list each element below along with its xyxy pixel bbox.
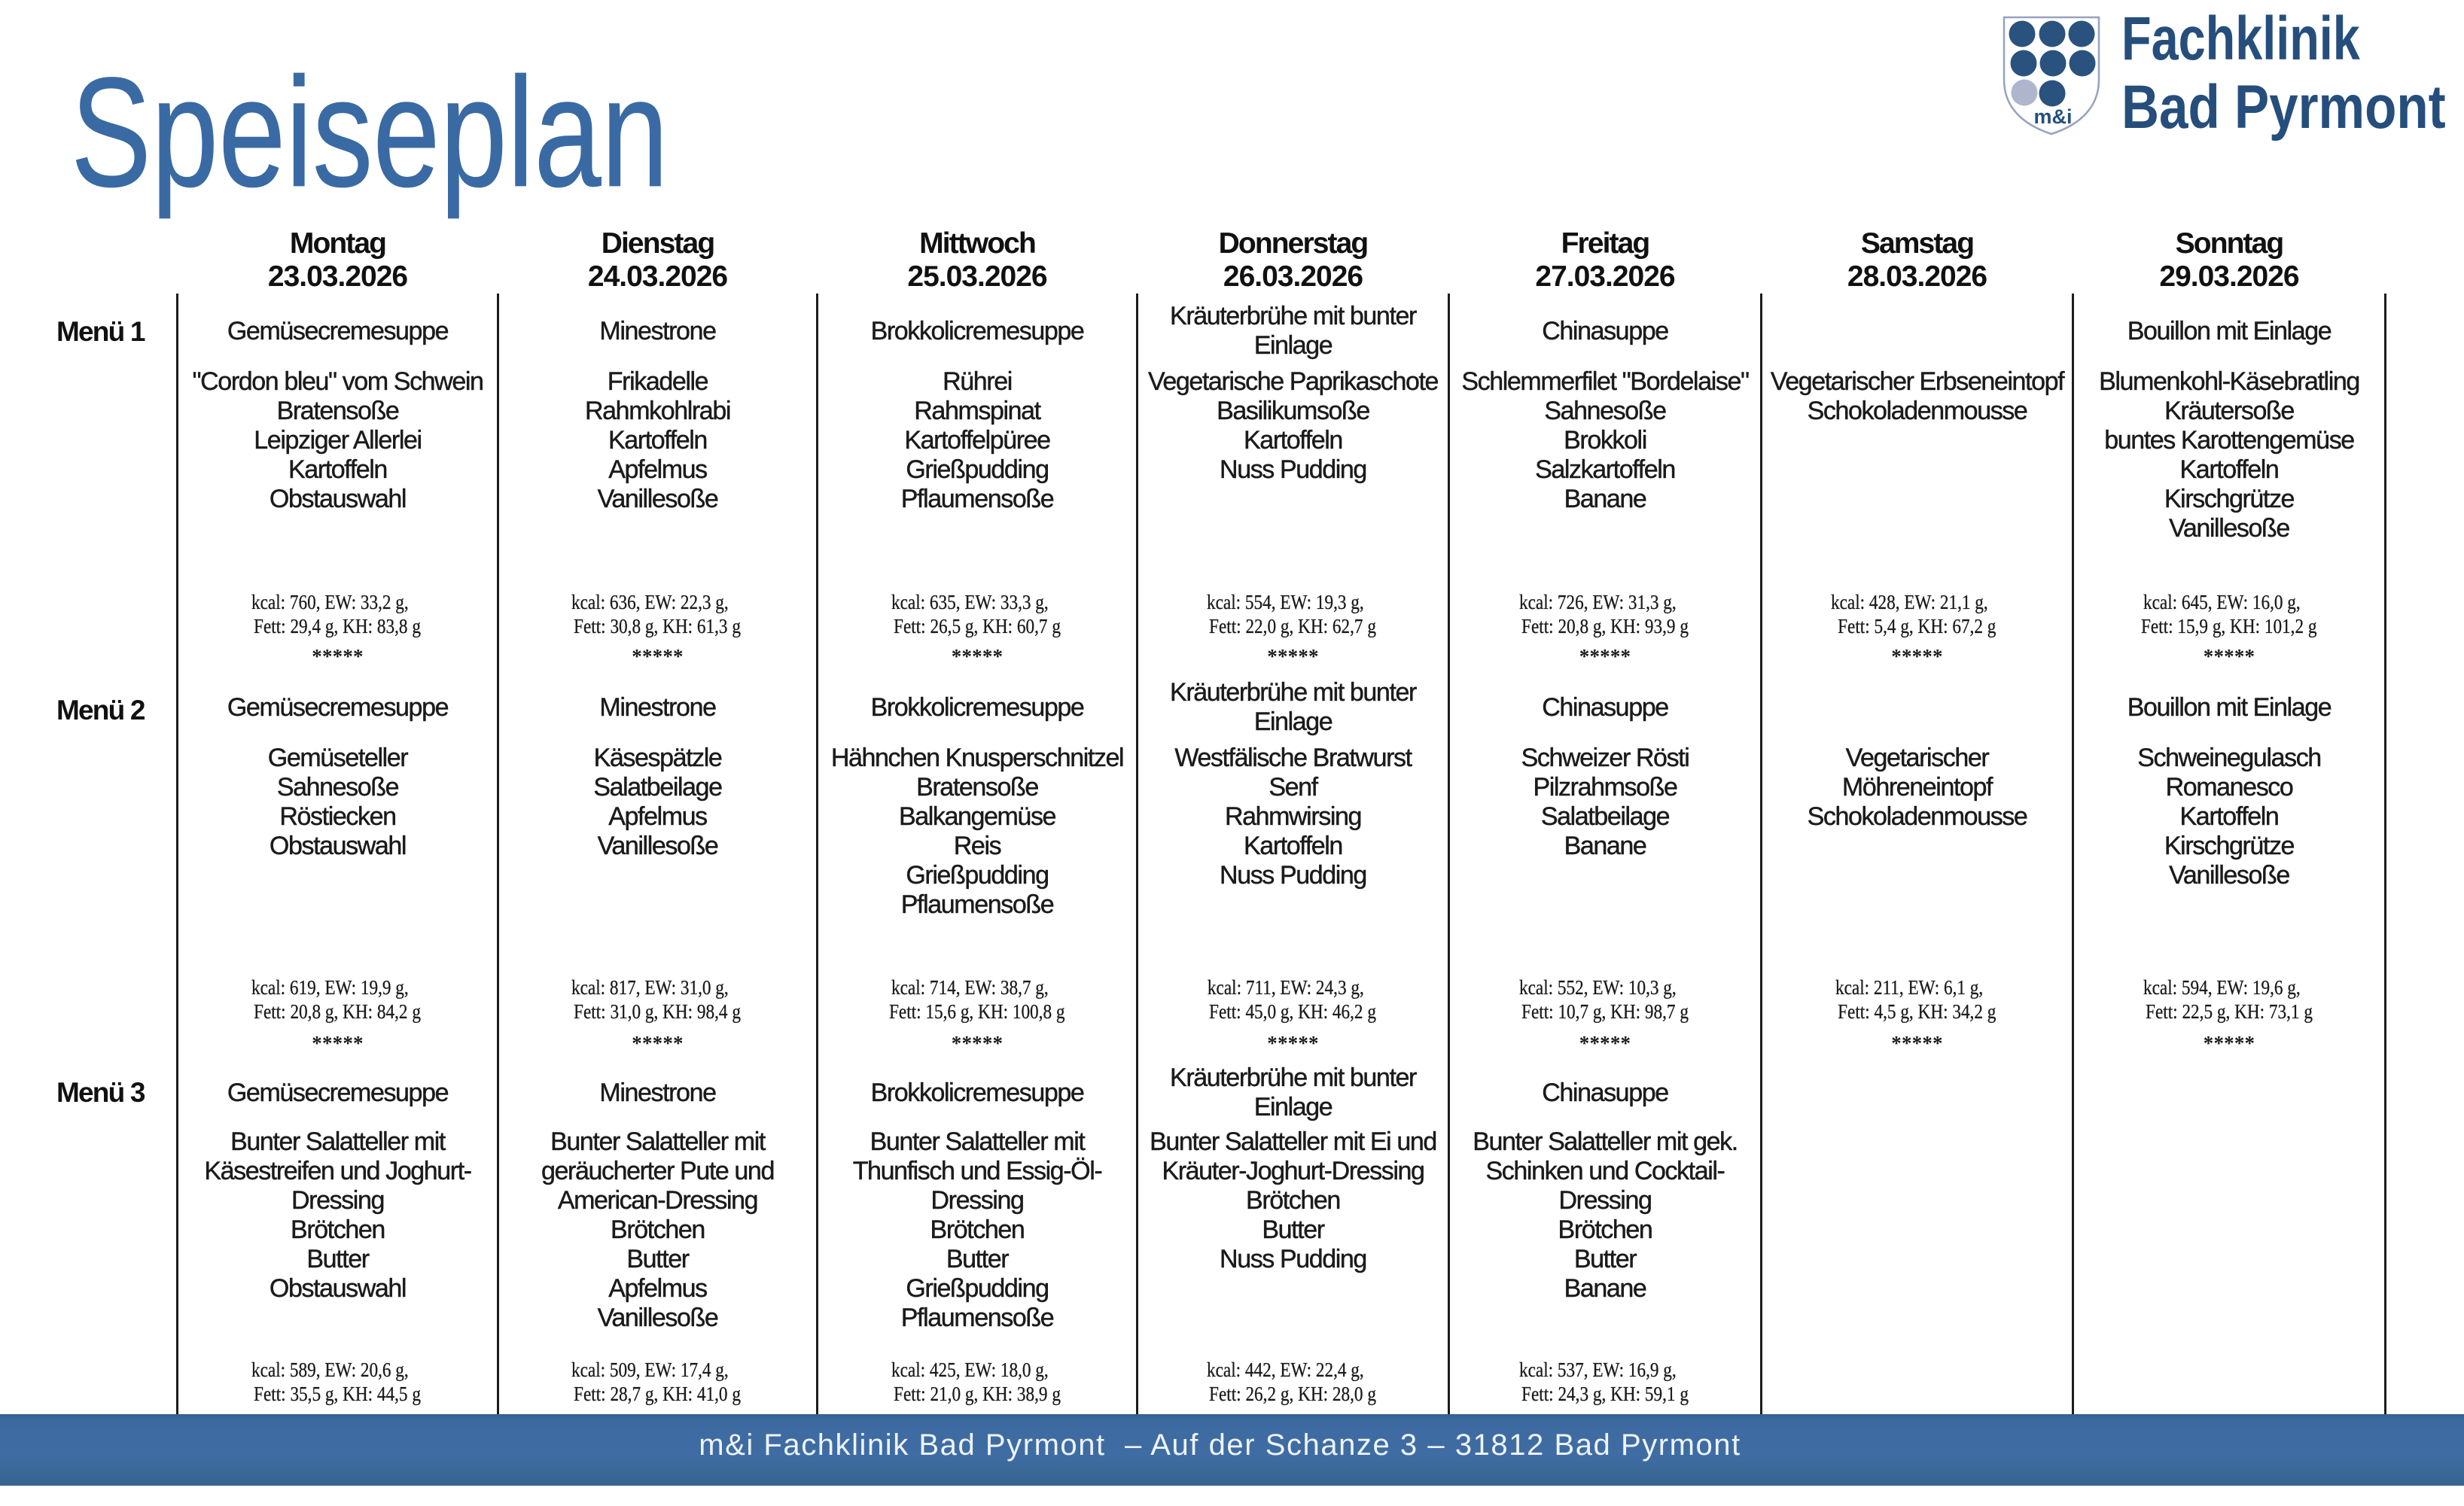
- svg-text:m&i: m&i: [2033, 105, 2072, 128]
